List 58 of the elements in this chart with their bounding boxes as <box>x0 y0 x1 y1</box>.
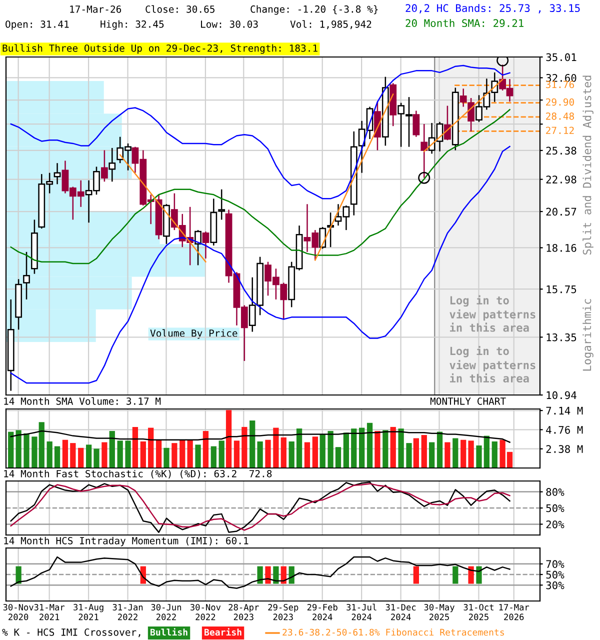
y-tick-label: 2.38 M <box>546 445 583 453</box>
text: Open: 31.41 <box>6 20 69 30</box>
x-tick-label: 30-May 2025 <box>424 604 454 620</box>
y-tick-label: 70% <box>546 560 564 568</box>
text: MONTHLY CHART <box>430 397 506 405</box>
ref-line-label: 29.90 <box>546 98 574 106</box>
x-tick-label: 17-Mar 2026 <box>499 604 530 620</box>
ref-line-label: 28.48 <box>546 112 574 120</box>
legend-label: 23.6-38.2-50-61.8% Fibonacci Retracements <box>282 628 504 636</box>
chart-title: 14 Month Fast Stochastic (%K) (%D): 63.2 72.8 <box>4 470 272 478</box>
x-tick-label: 28-Apr 2023 <box>228 604 259 620</box>
y-tick-label: 50% <box>546 570 564 579</box>
text: Vol: 1,985,942 <box>290 20 372 30</box>
chart-title: 14 Month SMA Volume: 3.17 M <box>4 397 161 405</box>
text: 17-Mar-26 <box>70 5 122 13</box>
text: Logarithmic <box>582 299 594 371</box>
text: Volume By Price <box>150 329 238 339</box>
x-tick-label: 31-Jul 2024 <box>346 604 376 620</box>
text: 20 Month SMA: 29.21 <box>406 18 524 28</box>
text: Bearish <box>204 628 242 636</box>
x-tick-label: 31-Jan 2022 <box>112 604 143 620</box>
x-tick-label: 29-Feb 2024 <box>307 604 338 620</box>
y-tick-label: 25.38 <box>546 146 576 155</box>
text: Change: -1.20 {-3.8 %} <box>250 5 378 15</box>
text: 20,2 HC Bands: 25.73 , 33.15 <box>406 4 580 14</box>
ref-line-label: 31.76 <box>546 80 574 88</box>
x-tick-label: 31-Dec 2024 <box>386 604 416 620</box>
chart-title: Bullish Three Outside Up on 29-Dec-23, Strength: 183.1 <box>2 44 318 54</box>
y-tick-label: 30% <box>546 581 564 590</box>
y-tick-label: 20.57 <box>546 208 576 216</box>
y-tick-label: 10.94 <box>546 391 576 400</box>
annotation: Log in to view patterns in this area <box>450 295 536 332</box>
x-tick-label: 30-Nov 2020 <box>3 604 34 620</box>
x-tick-label: 31-Aug 2021 <box>74 604 104 620</box>
y-tick-label: 4.76 M <box>546 426 583 434</box>
y-tick-label: 22.98 <box>546 176 576 184</box>
y-axis-title: Split and Dividend Adjusted <box>582 76 594 255</box>
annotation: Log in to view patterns in this area <box>450 346 536 383</box>
x-tick-label: 30-Jun 2022 <box>151 604 182 620</box>
text: Close: 30.65 <box>146 5 214 13</box>
x-tick-label: 29-Sep 2023 <box>268 604 298 620</box>
y-tick-label: 15.75 <box>546 286 576 294</box>
y-tick-label: 13.35 <box>546 333 576 342</box>
y-tick-label: 35.01 <box>546 53 576 62</box>
x-tick-label: 31-Oct 2025 <box>464 604 494 620</box>
y-tick-label: 80% <box>546 488 564 496</box>
chart-title: 14 Month HCS Intraday Momentum (IMI): 60.1 <box>4 536 248 546</box>
text: % K - HCS IMI Crossover, <box>2 628 140 638</box>
x-tick-label: 31-Mar 2021 <box>34 604 65 620</box>
y-tick-label: 7.14 M <box>546 406 583 415</box>
y-tick-label: 50% <box>546 504 564 512</box>
ref-line-label: 27.12 <box>546 126 574 134</box>
y-tick-label: 20% <box>546 520 564 528</box>
y-tick-label: 18.16 <box>546 244 576 252</box>
x-tick-label: 30-Nov 2022 <box>190 604 221 620</box>
text: High: 32.45 <box>100 20 164 30</box>
text: Low: 30.03 <box>201 20 258 28</box>
text: Bullish <box>150 628 188 636</box>
